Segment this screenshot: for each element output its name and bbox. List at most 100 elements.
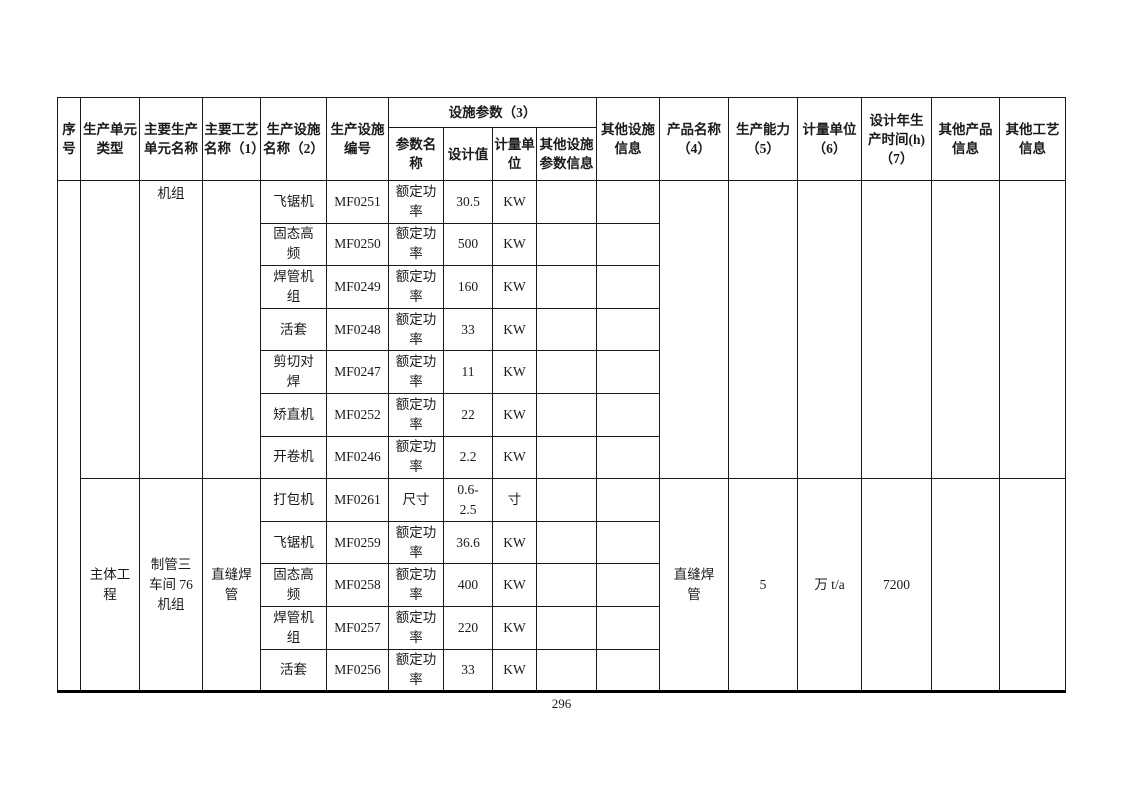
cell-facility-name: 飞锯机	[260, 520, 327, 565]
page-number: 296	[551, 696, 572, 711]
cell-facility-name: 飞锯机	[260, 180, 327, 224]
header-product-name: 产品名称 （4）	[659, 97, 729, 181]
header-serial: 序 号	[57, 97, 81, 181]
cell-other-facility-info	[596, 435, 660, 480]
cell-facility-name: 焊管机 组	[260, 605, 327, 650]
cell-param-name: 额定功 率	[388, 648, 444, 693]
cell-facility-name: 活套	[260, 648, 327, 693]
cell-param-name: 额定功 率	[388, 265, 444, 309]
cell-other-param-info	[536, 222, 597, 267]
cell-other-facility-info	[596, 350, 660, 394]
cell-serial	[57, 179, 81, 693]
cell-facility-name: 焊管机 组	[260, 265, 327, 309]
cell-param-unit: KW	[492, 180, 537, 224]
cell-design-value: 36.6	[443, 520, 493, 565]
header-other-param-info: 其他设施 参数信息	[536, 127, 597, 181]
cell-other-facility-info	[596, 307, 660, 352]
cell-other-facility-info	[596, 478, 660, 522]
cell-other-param-info	[536, 392, 597, 437]
cell-other-product-info	[931, 478, 1000, 693]
cell-other-param-info	[536, 307, 597, 352]
cell-other-facility-info	[596, 180, 660, 224]
header-param-name: 参数名称	[388, 127, 444, 181]
cell-other-facility-info	[596, 222, 660, 267]
header-annual-hours: 设计年生 产时间(h) （7）	[861, 97, 932, 181]
header-facility-code: 生产设施 编号	[326, 97, 389, 181]
cell-facility-name: 打包机	[260, 478, 327, 522]
cell-product-name	[659, 179, 729, 480]
cell-param-name: 额定功 率	[388, 563, 444, 607]
header-capacity: 生产能力 （5）	[728, 97, 798, 181]
cell-param-name: 额定功 率	[388, 180, 444, 224]
cell-param-name: 额定功 率	[388, 520, 444, 565]
cell-param-unit: KW	[492, 563, 537, 607]
cell-unit-name: 机组	[139, 179, 203, 480]
cell-other-param-info	[536, 350, 597, 394]
facility-parameters-table: 序 号 生产单元 类型 主要生产 单元名称 主要工艺 名称（1） 生产设施 名称…	[57, 97, 1066, 694]
cell-facility-code: MF0256	[326, 648, 389, 693]
cell-other-facility-info	[596, 563, 660, 607]
cell-capacity-unit: 万 t/a	[797, 478, 862, 693]
cell-facility-code: MF0250	[326, 222, 389, 267]
cell-other-facility-info	[596, 265, 660, 309]
cell-design-value: 11	[443, 350, 493, 394]
cell-param-unit: KW	[492, 648, 537, 693]
cell-facility-code: MF0261	[326, 478, 389, 522]
cell-design-value: 500	[443, 222, 493, 267]
cell-facility-code: MF0247	[326, 350, 389, 394]
cell-facility-code: MF0246	[326, 435, 389, 480]
cell-product-name: 直缝焊 管	[659, 478, 729, 693]
cell-other-param-info	[536, 563, 597, 607]
cell-capacity-unit	[797, 179, 862, 480]
cell-facility-name: 开卷机	[260, 435, 327, 480]
cell-param-unit: KW	[492, 435, 537, 480]
cell-facility-code: MF0248	[326, 307, 389, 352]
header-process-name: 主要工艺 名称（1）	[202, 97, 261, 181]
cell-design-value: 220	[443, 605, 493, 650]
cell-design-value: 30.5	[443, 180, 493, 224]
cell-facility-code: MF0249	[326, 265, 389, 309]
header-facility-name: 生产设施 名称（2）	[260, 97, 327, 181]
cell-other-process-info	[999, 179, 1066, 480]
cell-param-name: 额定功 率	[388, 350, 444, 394]
cell-design-value: 2.2	[443, 435, 493, 480]
cell-param-unit: 寸	[492, 478, 537, 522]
header-param-unit: 计量单 位	[492, 127, 537, 181]
cell-design-value: 22	[443, 392, 493, 437]
header-unit-name: 主要生产 单元名称	[139, 97, 203, 181]
cell-param-unit: KW	[492, 350, 537, 394]
header-facility-params-group: 设施参数（3）	[388, 97, 597, 128]
cell-param-unit: KW	[492, 265, 537, 309]
cell-facility-name: 矫直机	[260, 392, 327, 437]
cell-facility-code: MF0251	[326, 180, 389, 224]
cell-param-unit: KW	[492, 520, 537, 565]
cell-facility-code: MF0252	[326, 392, 389, 437]
cell-other-param-info	[536, 648, 597, 693]
cell-design-value: 160	[443, 265, 493, 309]
cell-other-process-info	[999, 478, 1066, 693]
cell-facility-name: 固态高 频	[260, 563, 327, 607]
cell-facility-name: 固态高 频	[260, 222, 327, 267]
header-other-product-info: 其他产品 信息	[931, 97, 1000, 181]
cell-annual-hours: 7200	[861, 478, 932, 693]
cell-param-unit: KW	[492, 392, 537, 437]
cell-facility-code: MF0257	[326, 605, 389, 650]
cell-other-facility-info	[596, 520, 660, 565]
cell-unit-name: 制管三 车间 76 机组	[139, 478, 203, 693]
cell-param-name: 额定功 率	[388, 222, 444, 267]
cell-facility-code: MF0259	[326, 520, 389, 565]
cell-unit-type: 主体工 程	[80, 478, 140, 693]
cell-other-param-info	[536, 180, 597, 224]
cell-other-param-info	[536, 605, 597, 650]
cell-design-value: 33	[443, 307, 493, 352]
cell-facility-name: 剪切对 焊	[260, 350, 327, 394]
cell-process-name: 直缝焊 管	[202, 478, 261, 693]
cell-param-name: 额定功 率	[388, 435, 444, 480]
cell-process-name	[202, 179, 261, 480]
cell-param-name: 额定功 率	[388, 605, 444, 650]
header-other-process-info: 其他工艺 信息	[999, 97, 1066, 181]
header-capacity-unit: 计量单位 （6）	[797, 97, 862, 181]
header-design-value: 设计值	[443, 127, 493, 181]
cell-capacity	[728, 179, 798, 480]
cell-other-facility-info	[596, 648, 660, 693]
